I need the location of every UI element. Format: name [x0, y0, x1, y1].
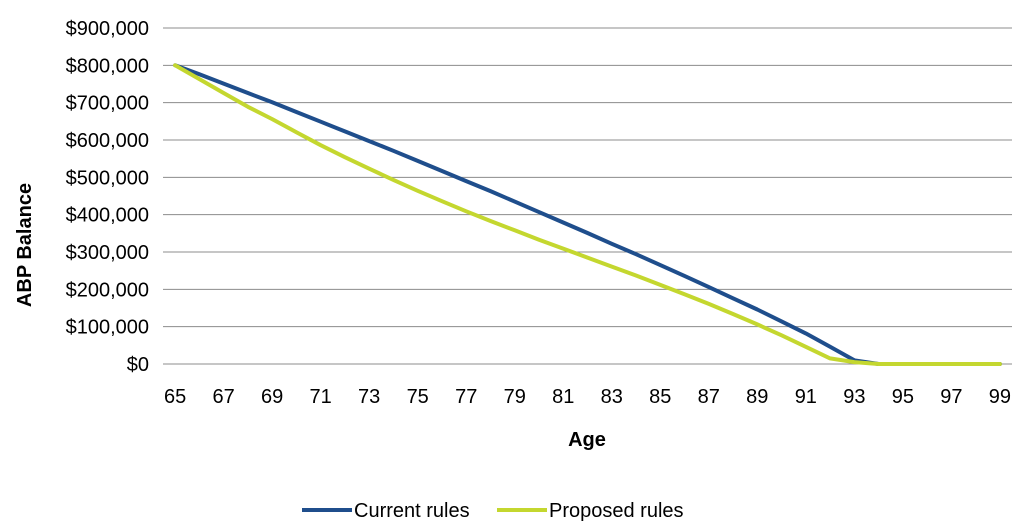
y-tick-label: $300,000 [66, 242, 149, 264]
legend-label: Current rules [354, 500, 470, 522]
x-tick-label: 81 [552, 386, 574, 408]
x-tick-label: 69 [261, 386, 283, 408]
y-tick-label: $100,000 [66, 317, 149, 339]
series-lines [173, 63, 1002, 366]
x-tick-label: 89 [746, 386, 768, 408]
y-tick-label: $500,000 [66, 167, 149, 189]
x-tick-label: 95 [892, 386, 914, 408]
y-tick-label: $200,000 [66, 279, 149, 301]
legend: Current rules Proposed rules [302, 500, 684, 522]
x-tick-label: 73 [358, 386, 380, 408]
y-tick-label: $400,000 [66, 205, 149, 227]
x-tick-label: 67 [213, 386, 235, 408]
x-tick-label: 91 [795, 386, 817, 408]
x-tick-label: 97 [940, 386, 962, 408]
x-axis-tick-labels: 65 67 69 71 73 75 77 79 81 83 85 87 89 91 93 95 97 99 [164, 386, 1011, 408]
x-axis-title: Age [568, 429, 606, 451]
y-tick-label: $0 [127, 354, 149, 376]
y-tick-label: $600,000 [66, 130, 149, 152]
x-tick-label: 65 [164, 386, 186, 408]
y-tick-label: $900,000 [66, 18, 149, 40]
y-tick-label: $800,000 [66, 55, 149, 77]
x-tick-label: 87 [698, 386, 720, 408]
x-tick-label: 75 [407, 386, 429, 408]
y-axis-title: ABP Balance [14, 183, 36, 307]
x-tick-label: 85 [649, 386, 671, 408]
x-tick-label: 71 [310, 386, 332, 408]
series-line-proposed-rules [173, 63, 1002, 366]
x-tick-label: 83 [601, 386, 623, 408]
y-axis-tick-labels: $0 $100,000 $200,000 $300,000 $400,000 $500,0… [66, 18, 149, 376]
gridlines [163, 27, 1012, 365]
x-tick-label: 99 [989, 386, 1011, 408]
y-tick-label: $700,000 [66, 93, 149, 115]
x-tick-label: 79 [504, 386, 526, 408]
legend-label: Proposed rules [549, 500, 684, 522]
x-tick-label: 77 [455, 386, 477, 408]
x-tick-label: 93 [843, 386, 865, 408]
